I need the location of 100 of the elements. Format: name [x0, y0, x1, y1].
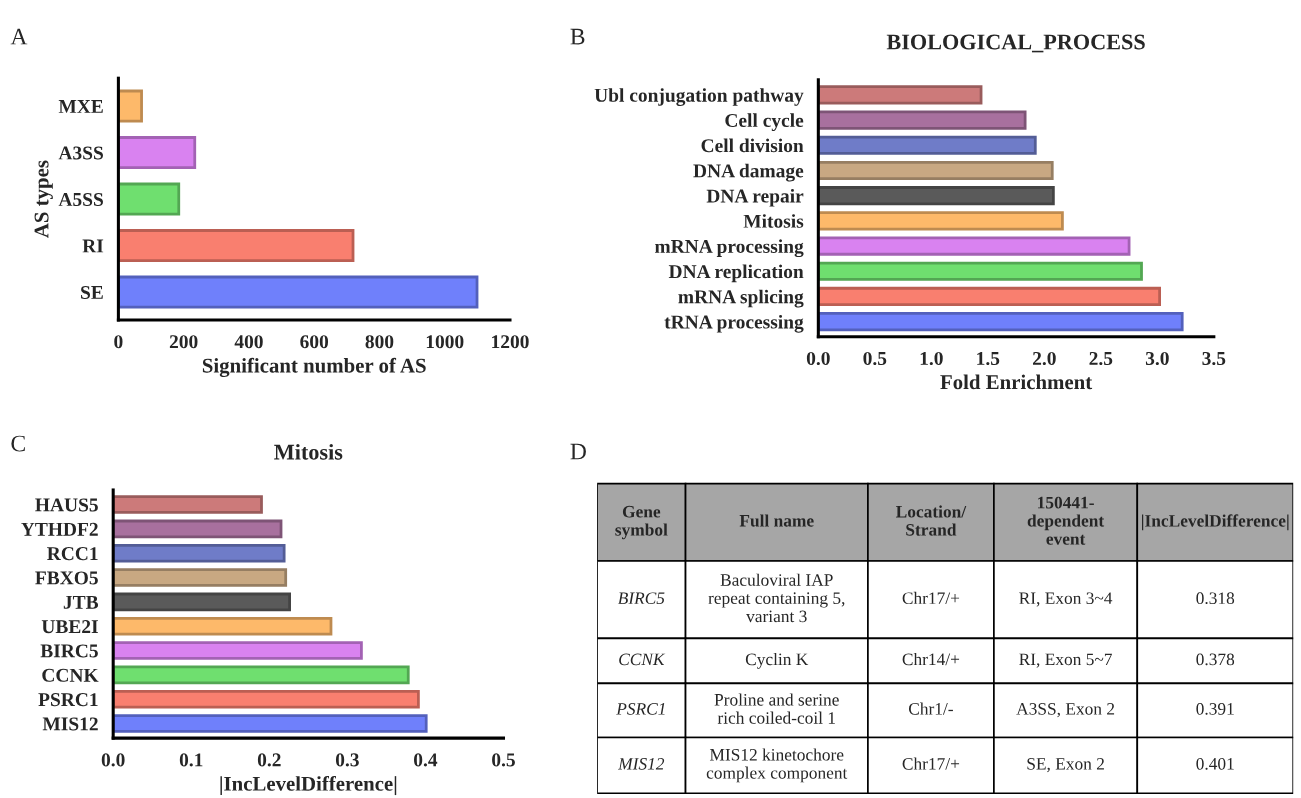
text: Chr17/+ — [902, 757, 960, 770]
y-tick-label: A5SS — [58, 192, 103, 207]
y-tick-label: UBE2I — [41, 620, 98, 634]
y-tick-label: tRNA processing — [664, 314, 804, 333]
bar — [818, 160, 1054, 181]
text: 0.391 — [1196, 703, 1234, 715]
x-axis-title: Fold Enrichment — [940, 374, 1093, 390]
bar — [113, 616, 333, 636]
text: B — [570, 28, 585, 45]
bar — [113, 689, 420, 709]
x-tick-label: 2.5 — [1089, 351, 1113, 366]
bar — [818, 85, 983, 105]
bar — [113, 495, 263, 514]
text: D — [570, 443, 586, 460]
x-tick-label: 800 — [365, 335, 394, 349]
text: 0.318 — [1196, 592, 1235, 605]
x-tick-label: 400 — [234, 335, 263, 349]
bar — [113, 568, 288, 587]
x-tick-label: 0.4 — [414, 753, 438, 767]
text: A3SS, Exon 2 — [1016, 703, 1115, 718]
bar — [818, 236, 1131, 256]
bar — [818, 312, 1184, 332]
text: RI, Exon 5~7 — [1019, 653, 1112, 668]
x-axis-title: Significant number of AS — [202, 357, 426, 378]
y-tick-label: CCNK — [42, 668, 99, 682]
text: RI, Exon 3~4 — [1019, 592, 1113, 607]
text: MIS12 — [618, 758, 665, 770]
y-tick-label: A3SS — [58, 146, 103, 160]
y-tick-label: Ubl conjugation pathway — [594, 88, 804, 106]
text: A — [10, 28, 28, 45]
bar — [118, 89, 143, 123]
x-tick-label: 0.0 — [806, 351, 830, 366]
text: Chr14/+ — [902, 652, 960, 666]
text: 0.378 — [1196, 653, 1235, 666]
text: MIS12 kinetochore complex component — [706, 748, 848, 783]
text: CCNK — [619, 653, 666, 666]
y-tick-label: MIS12 — [42, 717, 98, 731]
y-axis-title: AS types — [34, 160, 53, 238]
bar — [818, 286, 1161, 307]
text: Cyclin K — [745, 652, 809, 669]
bar — [118, 182, 181, 216]
chart-title: Mitosis — [274, 444, 343, 460]
x-tick-label: 0 — [114, 335, 123, 349]
x-tick-label: 1200 — [492, 335, 529, 349]
bar — [818, 186, 1055, 206]
text: Baculoviral IAP repeat containing 5, variant 3 — [708, 573, 845, 623]
y-tick-label: DNA damage — [693, 163, 804, 182]
bar — [113, 665, 410, 685]
y-tick-label: Cell cycle — [725, 113, 804, 132]
y-tick-label: mRNA splicing — [678, 289, 804, 308]
y-tick-label: HAUS5 — [35, 498, 98, 512]
y-tick-label: Cell division — [701, 138, 804, 153]
text: SE, Exon 2 — [1027, 758, 1104, 773]
x-tick-label: 0.1 — [179, 753, 203, 767]
y-tick-label: SE — [81, 285, 103, 300]
bar — [818, 261, 1143, 281]
x-tick-label: 600 — [300, 335, 329, 349]
category-label: |IncLevelDifference| — [1142, 514, 1289, 531]
x-tick-label: 0.2 — [257, 753, 281, 767]
bar — [118, 275, 479, 309]
bar — [818, 135, 1037, 155]
x-tick-label: 0.0 — [101, 753, 125, 767]
y-tick-label: FBXO5 — [35, 571, 98, 585]
y-tick-label: YTHDF2 — [21, 522, 98, 536]
chart-title: BIOLOGICAL_PROCESS — [886, 34, 1145, 53]
y-tick-label: Mitosis — [743, 214, 804, 228]
text: 0.401 — [1196, 757, 1234, 770]
text: PSRC1 — [616, 703, 665, 715]
bar — [113, 519, 283, 539]
x-tick-label: 0.5 — [863, 351, 887, 366]
category-label: Location/ Strand — [896, 505, 967, 536]
y-tick-label: PSRC1 — [38, 693, 98, 707]
bar — [818, 110, 1027, 130]
x-tick-label: 1.0 — [920, 351, 943, 366]
x-tick-label: 3.0 — [1145, 351, 1169, 366]
x-tick-label: 0.5 — [492, 753, 515, 767]
y-tick-label: mRNA processing — [654, 239, 804, 258]
y-tick-label: JTB — [63, 595, 99, 609]
x-tick-label: 2.0 — [1033, 351, 1056, 366]
x-tick-label: 0.3 — [335, 753, 359, 767]
bar — [113, 714, 428, 733]
text: BIRC5 — [617, 592, 665, 605]
y-tick-label: RI — [82, 239, 104, 253]
bar — [118, 229, 355, 263]
bar — [113, 641, 363, 660]
text: Proline and serine rich coiled-coil 1 — [714, 693, 839, 724]
text: Chr1/- — [908, 702, 953, 715]
y-tick-label: RCC1 — [47, 547, 98, 561]
y-tick-label: MXE — [58, 100, 103, 113]
text: Chr17/+ — [902, 591, 960, 605]
category-label: Full name — [739, 514, 814, 527]
bar — [113, 543, 286, 563]
y-tick-label: DNA replication — [668, 264, 804, 283]
x-tick-label: 1.5 — [977, 352, 1000, 366]
x-tick-label: 200 — [169, 335, 198, 349]
bar — [113, 592, 291, 612]
category-label: Gene symbol — [615, 505, 668, 540]
bar — [118, 136, 197, 170]
y-tick-label: DNA repair — [706, 188, 804, 207]
category-label: 150441- dependent event — [1027, 496, 1105, 545]
